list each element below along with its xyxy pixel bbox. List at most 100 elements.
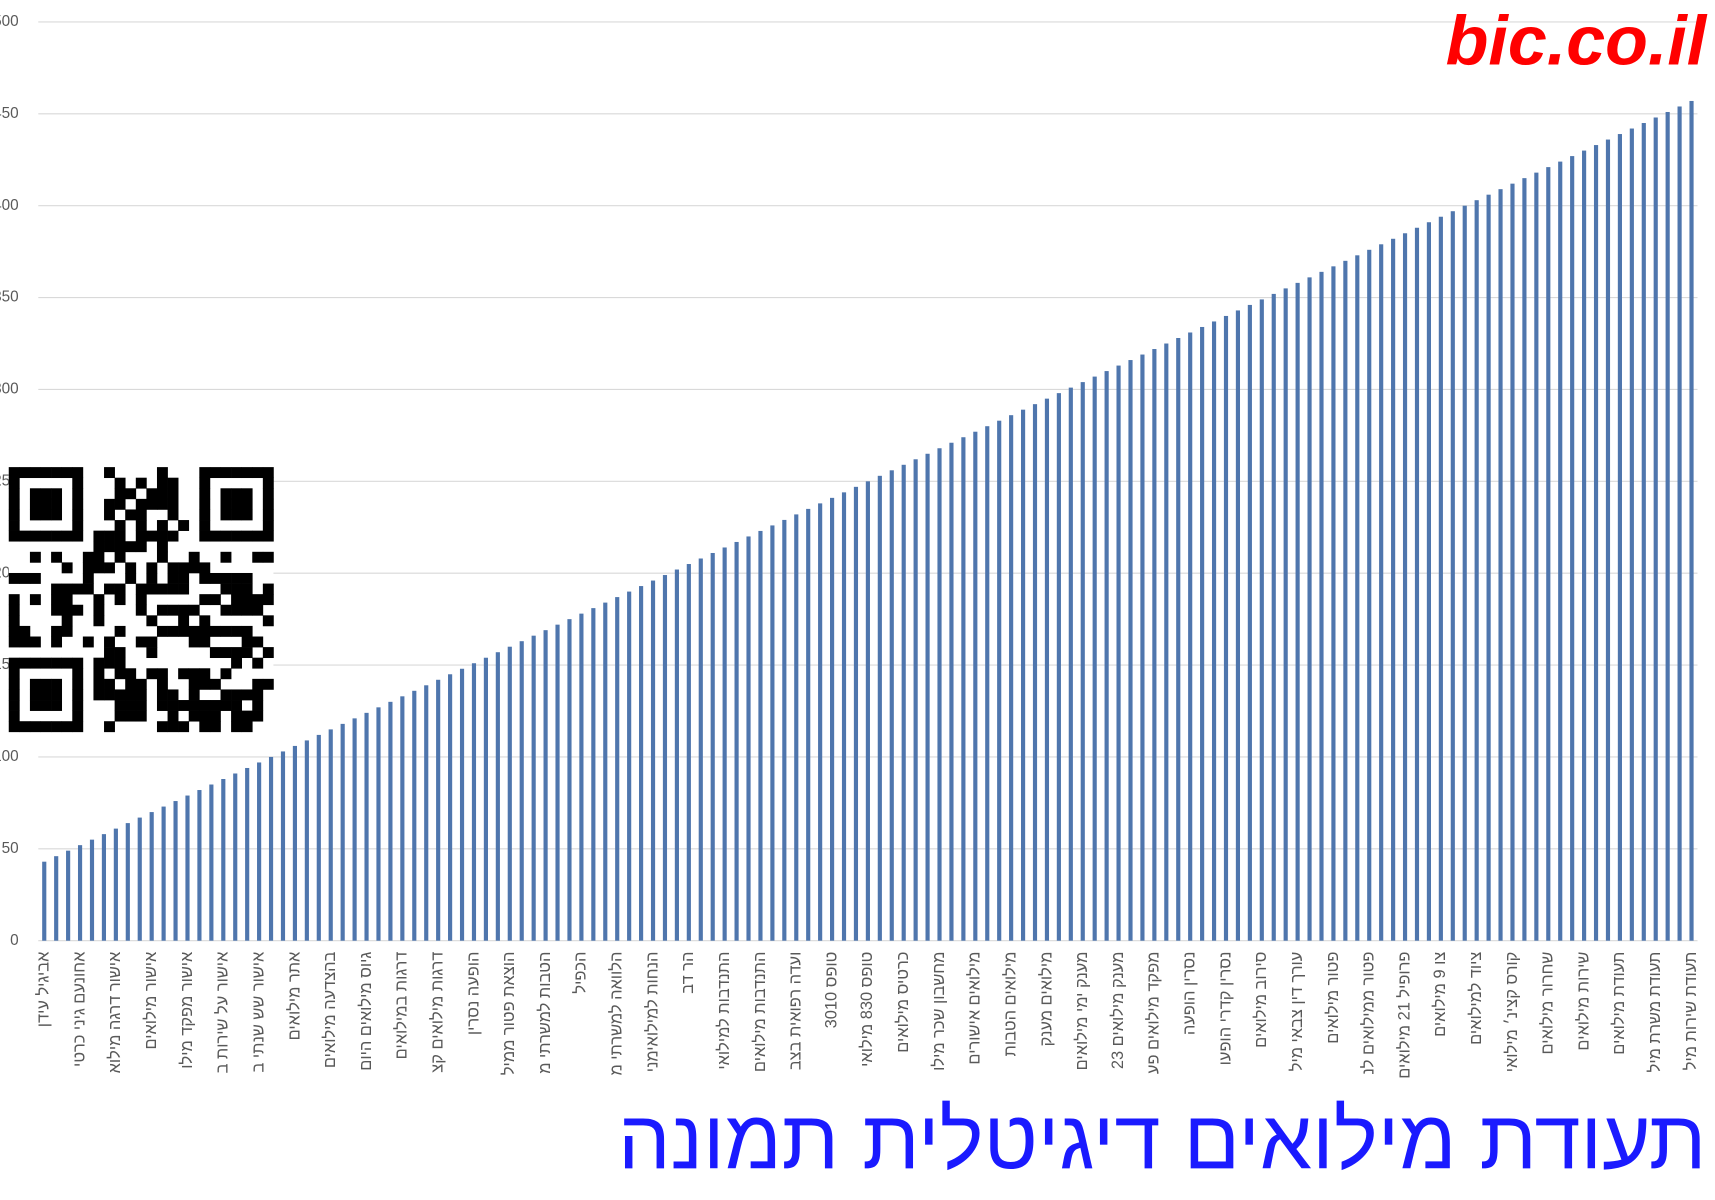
qr-module: [82, 551, 94, 563]
x-tick-label: מחשבון שכר מילו: [930, 952, 948, 1071]
qr-module: [8, 572, 20, 584]
qr-module: [114, 498, 126, 510]
qr-module: [72, 657, 84, 669]
qr-module: [262, 509, 274, 521]
qr-module: [114, 625, 126, 637]
qr-module: [156, 488, 168, 500]
qr-module: [135, 509, 147, 521]
bar: [89, 839, 95, 941]
x-tick-label: שחרור מילואים: [1539, 952, 1557, 1055]
qr-module: [51, 689, 63, 701]
bar: [1677, 106, 1682, 941]
bar: [1152, 349, 1157, 941]
qr-module: [209, 647, 221, 659]
qr-module: [19, 657, 31, 669]
bar: [245, 767, 250, 941]
qr-module: [72, 721, 84, 733]
bar: [376, 707, 381, 941]
qr-module: [231, 488, 243, 500]
qr-module: [146, 647, 158, 659]
qr-module: [72, 689, 84, 701]
qr-module: [209, 721, 221, 733]
bar: [1379, 244, 1384, 941]
qr-module: [146, 615, 158, 627]
bar: [961, 437, 966, 941]
bar: [794, 514, 799, 941]
qr-module: [241, 530, 253, 542]
qr-module: [61, 625, 73, 637]
watermark: bic.co.il: [1446, 2, 1708, 80]
bar: [531, 635, 536, 941]
qr-module: [8, 477, 20, 489]
bar: [877, 475, 882, 941]
bar: [1044, 398, 1050, 941]
bar: [1343, 260, 1348, 941]
bar: [1486, 194, 1491, 941]
qr-module: [220, 689, 232, 701]
qr-module: [188, 668, 200, 680]
qr-module: [93, 678, 105, 690]
qr-module: [8, 509, 20, 521]
bar: [1474, 200, 1479, 941]
qr-module: [199, 562, 211, 574]
qr-module: [104, 721, 115, 733]
bar: [1570, 156, 1575, 941]
qr-module: [93, 530, 105, 542]
bar: [316, 734, 321, 941]
qr-module: [167, 477, 179, 489]
qr-module: [209, 710, 221, 722]
qr-module: [8, 678, 20, 690]
qr-module: [135, 583, 147, 595]
qr-module: [114, 710, 126, 722]
bar: [734, 541, 739, 941]
qr-module: [178, 572, 190, 584]
qr-module: [188, 625, 200, 637]
qr-module: [231, 467, 243, 479]
qr-module: [209, 700, 221, 711]
qr-module: [114, 488, 126, 500]
x-tick-label: התנדבות למילואי: [715, 952, 733, 1070]
bar: [257, 762, 262, 941]
qr-module: [199, 509, 211, 521]
qr-module: [262, 551, 274, 563]
bar: [615, 597, 620, 941]
qr-module: [125, 689, 137, 701]
bar: [746, 536, 751, 941]
qr-module: [40, 721, 52, 733]
bar: [1307, 277, 1312, 941]
qr-module: [125, 572, 137, 584]
qr-module: [252, 657, 264, 669]
qr-module: [125, 710, 137, 722]
bar: [292, 745, 298, 941]
bar: [949, 442, 954, 941]
bar: [424, 685, 429, 941]
qr-module: [199, 636, 211, 648]
y-tick-label: 400: [0, 197, 19, 214]
qr-module: [51, 509, 63, 521]
qr-module: [252, 594, 264, 606]
x-tick-label: תעודת שירות מיל: [1682, 952, 1700, 1071]
bar: [66, 850, 71, 941]
x-tick-label: פטור מילואים: [1324, 952, 1342, 1044]
qr-module: [8, 467, 20, 479]
qr-module: [135, 636, 147, 648]
qr-module: [8, 721, 20, 733]
qr-module: [188, 636, 200, 648]
qr-module: [199, 678, 211, 690]
bar: [1617, 134, 1622, 941]
qr-module: [241, 710, 253, 722]
qr-module: [51, 721, 63, 733]
bar: [901, 464, 906, 941]
bar: [889, 470, 894, 941]
bar: [471, 663, 477, 941]
qr-module: [93, 604, 105, 616]
qr-module: [93, 594, 105, 606]
qr-module: [72, 467, 84, 479]
bar: [1367, 249, 1372, 941]
qr-module: [82, 562, 94, 574]
qr-module: [178, 625, 190, 637]
qr-module: [231, 625, 243, 637]
qr-module: [104, 636, 115, 648]
qr-module: [8, 636, 20, 648]
qr-module: [114, 647, 126, 659]
